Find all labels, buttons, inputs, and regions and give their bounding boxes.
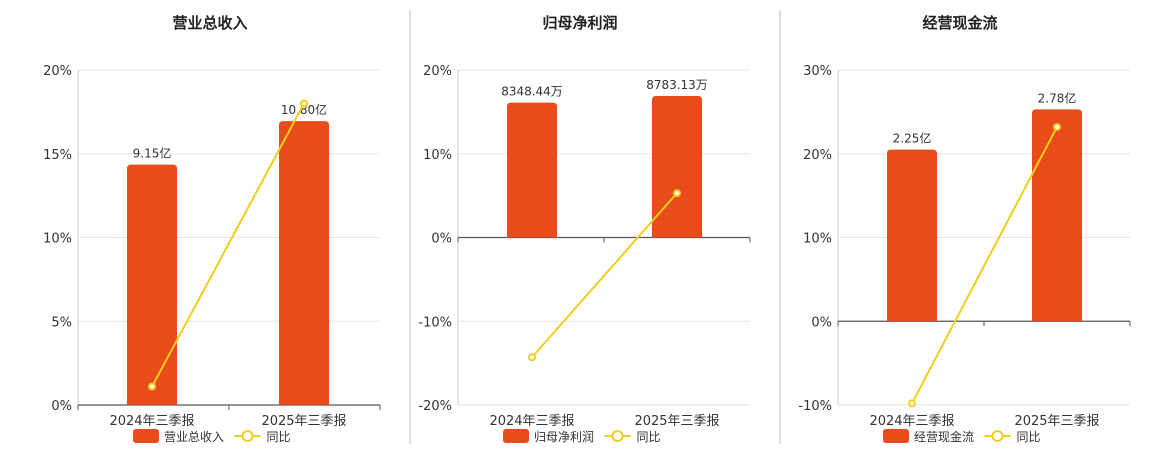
- legend-line-label: 同比: [637, 430, 661, 444]
- y-tick-label: -10%: [798, 399, 832, 414]
- legend-bar-label: 归母净利润: [534, 430, 594, 444]
- bar: [887, 149, 937, 322]
- legend-line-marker: [991, 430, 1004, 442]
- yoy-line: [911, 126, 1058, 404]
- legend-bar-swatch: [883, 429, 909, 443]
- yoy-point: [673, 189, 681, 198]
- y-tick-label: 10%: [43, 232, 72, 247]
- yoy-point: [300, 99, 308, 108]
- y-tick-label: 20%: [803, 148, 832, 163]
- yoy-point: [148, 382, 156, 391]
- y-tick-label: 0%: [51, 399, 72, 414]
- legend-bar-swatch: [133, 429, 159, 443]
- y-tick-label: 30%: [803, 64, 832, 79]
- y-tick-label: 20%: [423, 64, 452, 79]
- yoy-point: [908, 399, 916, 408]
- yoy-point: [528, 353, 536, 362]
- legend-line-marker: [241, 430, 254, 442]
- chart-panel-1: 营业总收入 0% 5% 10% 15% 20% 9.15亿 10.80亿 2024年三季报 202…: [43, 14, 381, 444]
- legend-bar-label: 经营现金流: [914, 429, 974, 444]
- y-tick-label: 15%: [43, 148, 72, 163]
- legend-line-label: 同比: [1017, 430, 1041, 444]
- x-category-label: 2025年三季报: [1014, 414, 1099, 429]
- y-tick-label: 20%: [43, 64, 72, 79]
- bar: [127, 164, 177, 405]
- bar-data-label: 2.78亿: [1038, 90, 1077, 105]
- legend-line-label: 同比: [267, 430, 291, 444]
- y-tick-label: -10%: [418, 315, 452, 330]
- bar: [279, 121, 329, 406]
- yoy-point: [1053, 122, 1061, 131]
- bar-data-label: 9.15亿: [133, 146, 172, 161]
- yoy-line: [151, 103, 305, 388]
- legend-bar-swatch: [503, 429, 529, 443]
- bar-data-label: 8348.44万: [501, 85, 563, 99]
- y-tick-label: -20%: [418, 399, 452, 414]
- legend-line-marker: [611, 430, 624, 442]
- x-category-label: 2025年三季报: [634, 414, 719, 429]
- bar-data-label: 8783.13万: [646, 78, 708, 92]
- y-tick-label: 0%: [811, 315, 832, 330]
- x-category-label: 2025年三季报: [261, 414, 346, 429]
- bar: [1032, 109, 1082, 322]
- chart-title: 营业总收入: [172, 14, 247, 32]
- chart-title: 经营现金流: [922, 14, 997, 32]
- legend-bar-label: 营业总收入: [164, 430, 224, 444]
- x-category-label: 2024年三季报: [869, 414, 954, 429]
- x-category-label: 2024年三季报: [109, 414, 194, 429]
- yoy-line: [531, 192, 678, 358]
- bar: [652, 95, 702, 238]
- chart-panel-3: 经营现金流 -10% 0% 10% 20% 30% 2.25亿 2.78亿 2024年三季报 20…: [798, 14, 1131, 444]
- y-tick-label: 10%: [803, 232, 832, 247]
- y-tick-label: 0%: [431, 232, 452, 247]
- chart-panel-2: 归母净利润 -20% -10% 0% 10% 20% 8348.44万 8783.13万 202…: [418, 14, 751, 444]
- chart-title: 归母净利润: [542, 14, 617, 32]
- bar-data-label: 2.25亿: [893, 131, 932, 146]
- bar: [507, 102, 557, 238]
- y-tick-label: 10%: [423, 148, 452, 163]
- x-category-label: 2024年三季报: [489, 414, 574, 429]
- bar-data-label: 10.80亿: [281, 102, 327, 117]
- y-tick-label: 5%: [51, 315, 72, 330]
